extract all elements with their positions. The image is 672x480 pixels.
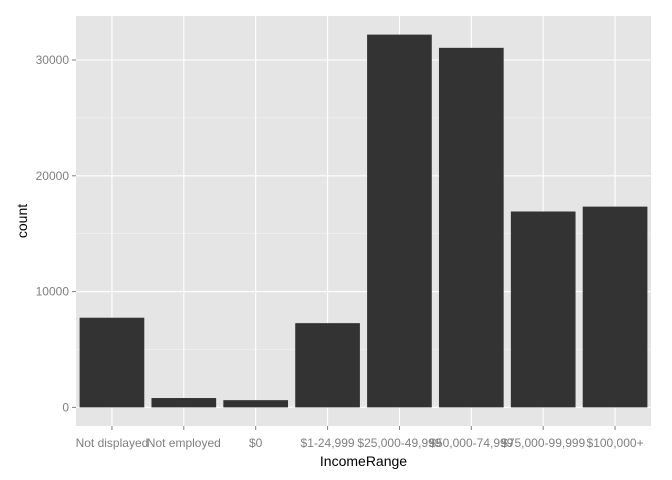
x-tick-label: $100,000+ bbox=[587, 436, 644, 450]
y-tick-label: 20000 bbox=[36, 169, 70, 183]
x-tick-label: $1-24,999 bbox=[301, 436, 355, 450]
bar bbox=[582, 206, 648, 408]
x-axis-title: IncomeRange bbox=[320, 453, 407, 469]
bars bbox=[79, 34, 648, 408]
bar bbox=[295, 323, 360, 408]
x-tick-label: Not displayed bbox=[76, 436, 149, 450]
y-axis: 0 10000 20000 30000 bbox=[36, 53, 76, 414]
x-tick-label: $25,000-49,999 bbox=[357, 436, 441, 450]
bar bbox=[151, 398, 217, 408]
y-tick-label: 10000 bbox=[36, 285, 70, 299]
y-tick-label: 0 bbox=[62, 400, 69, 414]
bar bbox=[367, 34, 432, 408]
x-tick-label: $50,000-74,999 bbox=[429, 436, 513, 450]
x-tick-label: $0 bbox=[249, 436, 263, 450]
bar bbox=[438, 47, 504, 408]
x-tick-label: $75,000-99,999 bbox=[501, 436, 585, 450]
y-axis-title: count bbox=[14, 204, 30, 238]
bar bbox=[79, 317, 145, 408]
y-tick-label: 30000 bbox=[36, 53, 70, 67]
bar bbox=[510, 211, 576, 408]
x-tick-label: Not employed bbox=[147, 436, 221, 450]
bar bbox=[223, 400, 289, 408]
